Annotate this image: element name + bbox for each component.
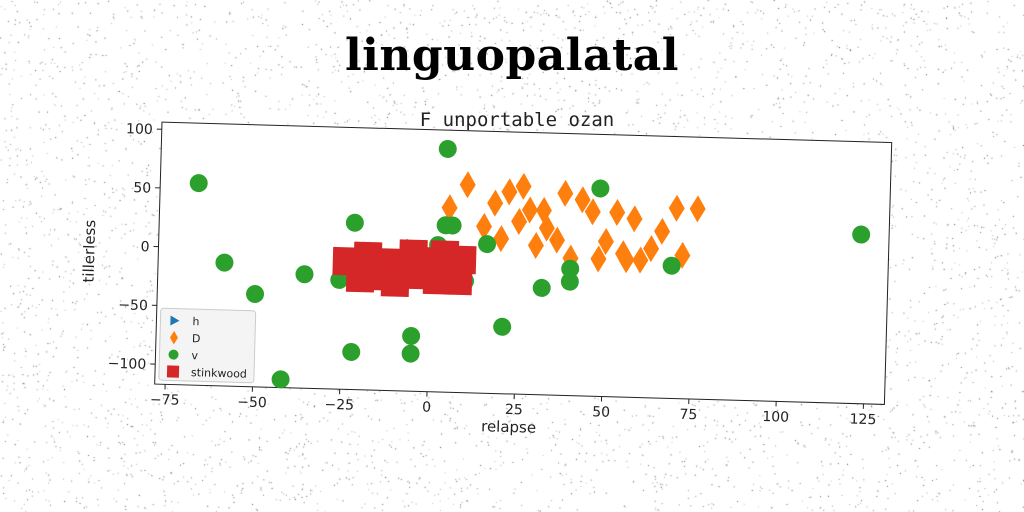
point-v — [342, 342, 361, 361]
point-v — [295, 265, 314, 284]
x-tick-label: −50 — [237, 394, 267, 411]
legend-label-h: h — [192, 315, 199, 328]
point-D — [590, 245, 607, 273]
legend-marker-h — [170, 315, 180, 326]
x-tick-label: 75 — [679, 407, 697, 423]
legend-label-stinkwood: stinkwood — [191, 366, 247, 381]
legend-marker-stinkwood — [166, 365, 180, 378]
point-v — [330, 270, 349, 289]
point-D — [538, 214, 555, 242]
point-D — [632, 246, 649, 274]
point-v — [561, 259, 580, 278]
x-axis-label: relapse — [481, 417, 536, 437]
y-tick-label: 50 — [133, 180, 151, 196]
marker-group — [189, 139, 871, 389]
point-D — [535, 196, 552, 224]
y-tick-label: −100 — [108, 356, 147, 373]
x-tick-label: −75 — [150, 392, 180, 409]
series-v — [189, 139, 871, 389]
point-D — [549, 226, 566, 254]
x-tick-label: 0 — [422, 400, 431, 416]
series-D — [441, 171, 706, 274]
point-v — [478, 235, 497, 254]
point-v — [271, 370, 290, 389]
y-tick-label: 100 — [126, 121, 153, 138]
point-stinkwood — [447, 245, 477, 275]
point-D — [654, 217, 671, 245]
point-v — [246, 285, 265, 304]
point-D — [501, 178, 518, 206]
point-D — [441, 194, 458, 222]
point-v — [560, 272, 579, 291]
point-v — [443, 216, 462, 235]
point-D — [597, 228, 614, 256]
figure-title: linguopalatal — [344, 30, 680, 81]
point-v — [852, 225, 871, 244]
x-tick-label: 125 — [849, 411, 876, 428]
legend: hDv stinkwood — [158, 307, 257, 384]
tick-group: −75 −50 −25 0 25 50 75 100 125 −100 −50 0 50 100 — [108, 121, 877, 428]
point-D — [626, 205, 643, 233]
point-v — [402, 326, 421, 345]
point-v — [591, 179, 610, 198]
x-tick-label: 100 — [762, 409, 789, 426]
point-v — [532, 278, 551, 297]
point-D — [618, 246, 635, 274]
y-tick-label: 0 — [140, 239, 149, 255]
point-D — [668, 194, 685, 222]
point-v — [345, 213, 364, 232]
point-v — [438, 139, 457, 158]
point-D — [487, 189, 504, 217]
point-D — [689, 195, 706, 223]
y-axis-label: tillerless — [79, 219, 99, 282]
legend-box — [158, 307, 257, 384]
point-v — [189, 174, 208, 193]
point-D — [609, 198, 626, 226]
series-stinkwood — [332, 239, 477, 298]
point-D — [476, 212, 493, 240]
point-D — [511, 207, 528, 235]
legend-label-D: D — [192, 332, 201, 345]
point-v — [215, 253, 234, 272]
legend-marker-v — [168, 349, 179, 360]
legend-marker-D — [169, 330, 178, 345]
x-tick-label: −25 — [324, 397, 354, 414]
point-D — [584, 198, 601, 226]
plot-group: −75 −50 −25 0 25 50 75 100 125 −100 −50 0 50 100 hDvs… — [79, 121, 893, 437]
y-tick-label: −50 — [118, 297, 148, 314]
x-tick-label: 50 — [592, 404, 610, 420]
point-v — [662, 256, 681, 275]
plot-area — [154, 121, 893, 405]
point-D — [459, 171, 476, 199]
point-v — [401, 344, 420, 363]
point-v — [493, 317, 512, 336]
point-D — [527, 231, 544, 259]
point-D — [643, 235, 660, 263]
point-D — [515, 172, 532, 200]
point-D — [574, 186, 591, 214]
point-D — [557, 179, 574, 207]
point-D — [493, 225, 510, 253]
point-D — [521, 196, 538, 224]
chart-title: F unportable ozan — [420, 109, 614, 131]
x-tick-label: 25 — [505, 402, 523, 418]
legend-label-v: v — [191, 349, 198, 362]
